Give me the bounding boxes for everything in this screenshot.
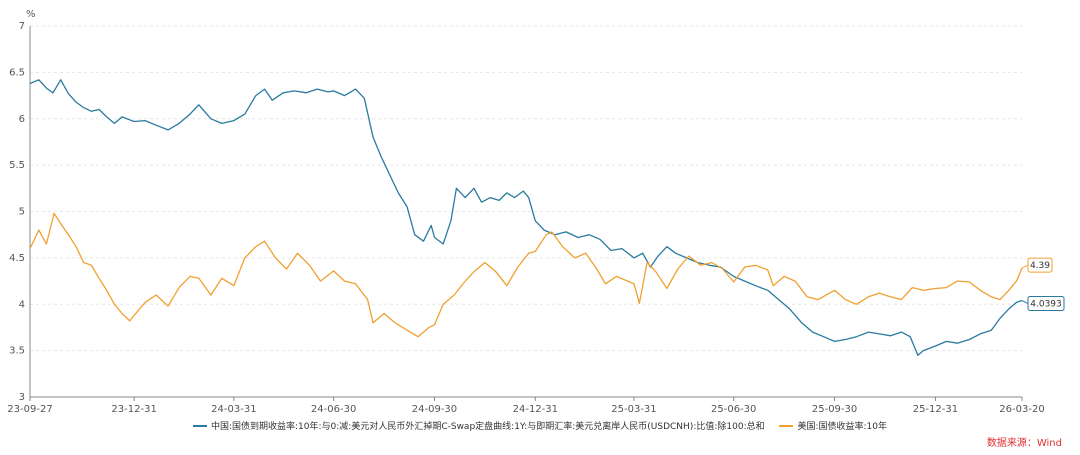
y-tick-label: 4.5 — [9, 253, 25, 264]
legend-item-china[interactable]: 中国:国债到期收益率:10年:与0:减:美元对人民币外汇掉期C-Swap定盘曲线… — [192, 419, 765, 432]
x-tick-label: 24-09-30 — [412, 404, 457, 415]
y-tick-label: 7 — [19, 21, 25, 32]
legend-swatch-china — [192, 424, 207, 427]
legend-label-us: 美国:国债收益率:10年 — [797, 422, 888, 432]
x-tick-label: 24-12-31 — [513, 404, 558, 415]
y-tick-label: 5.5 — [9, 160, 25, 171]
x-tick-label: 25-03-31 — [611, 404, 656, 415]
x-tick-label: 25-12-31 — [913, 404, 958, 415]
y-tick-label: 6.5 — [9, 67, 25, 78]
y-tick-label: 5 — [19, 207, 25, 218]
legend: 中国:国债到期收益率:10年:与0:减:美元对人民币外汇掉期C-Swap定盘曲线… — [0, 419, 1080, 432]
x-tick-label: 23-09-27 — [7, 404, 52, 415]
x-tick-label: 23-12-31 — [111, 404, 156, 415]
end-label-china: 4.0393 — [1030, 300, 1062, 310]
data-source: 数据来源：Wind — [986, 438, 1062, 449]
x-tick-label: 25-09-30 — [812, 404, 857, 415]
y-tick-label: 6 — [19, 114, 25, 125]
y-tick-label: 3.5 — [9, 346, 25, 357]
series-line-us — [29, 212, 1023, 338]
legend-label-china: 中国:国债到期收益率:10年:与0:减:美元对人民币外汇掉期C-Swap定盘曲线… — [210, 422, 765, 432]
y-tick-label: 3 — [19, 392, 25, 403]
x-tick-label: 24-03-31 — [211, 404, 256, 415]
end-label-box-us — [1027, 257, 1053, 273]
x-tick-label: 24-06-30 — [311, 404, 356, 415]
end-labels: 4.0393 4.39 — [1021, 257, 1065, 312]
legend-item-us[interactable]: 美国:国债收益率:10年 — [779, 419, 887, 432]
gridlines — [30, 25, 1022, 352]
end-label-connector-us — [1021, 264, 1029, 269]
end-label-us: 4.39 — [1030, 261, 1050, 271]
legend-swatch-us — [779, 424, 794, 427]
end-label-connector-china — [1021, 300, 1029, 304]
series-layer — [29, 79, 1023, 356]
x-tick-label: 26-03-20 — [999, 404, 1044, 415]
x-tick-label: 25-06-30 — [711, 404, 756, 415]
end-label-box-china — [1027, 296, 1065, 312]
axes: 3 3.5 4 4.5 5 5.5 6 6.5 7 23-09-27 23-12-31 24-03-3… — [7, 21, 1044, 415]
y-axis-unit-label: % — [26, 9, 36, 20]
y-tick-label: 4 — [19, 299, 25, 310]
series-line-china — [29, 79, 1023, 356]
